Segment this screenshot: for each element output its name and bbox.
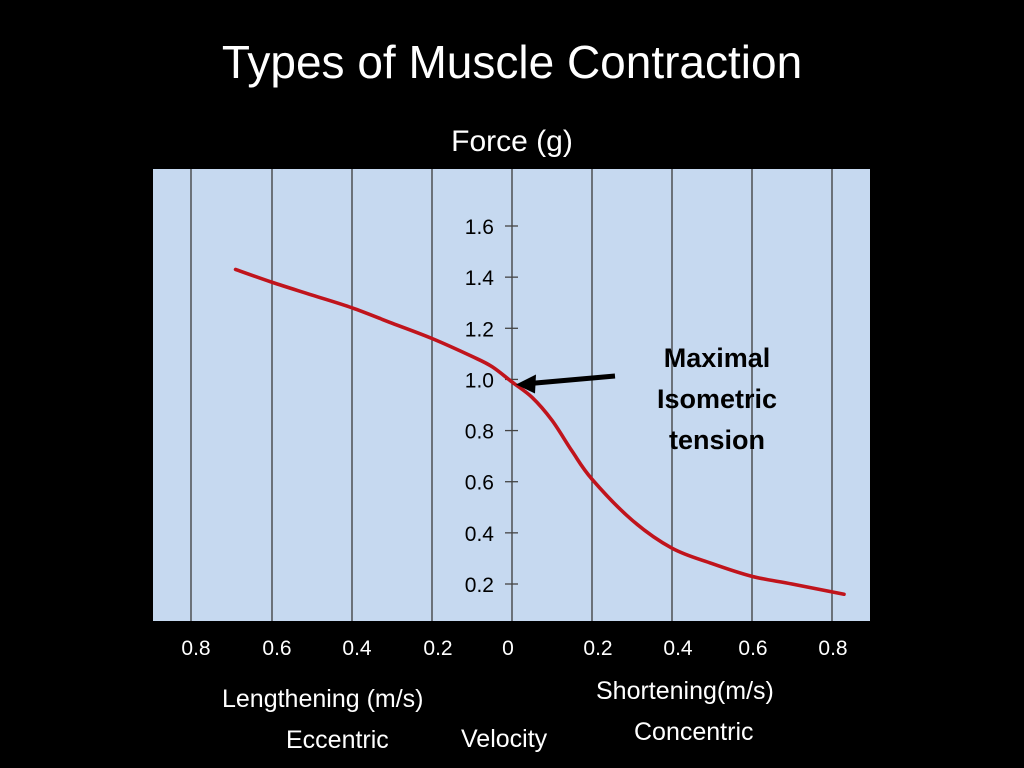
- x-tick-label: 0.6: [738, 637, 767, 660]
- annotation-maximal-isometric-tension: Maximal Isometric tension: [628, 338, 806, 461]
- shortening-label: Shortening(m/s): [596, 677, 774, 705]
- force-velocity-curve: [233, 267, 846, 597]
- y-tick-label: 1.4: [465, 267, 495, 290]
- annotation-line: tension: [668, 425, 765, 455]
- y-tick-label: 0.2: [465, 574, 494, 597]
- annotation-arrow-shaft: [529, 373, 616, 387]
- eccentric-label: Eccentric: [286, 726, 389, 754]
- y-tick-label: 1.2: [465, 318, 494, 341]
- annotation-line: Isometric: [656, 384, 778, 414]
- y-tick-label: 0.4: [465, 523, 495, 546]
- velocity-label: Velocity: [461, 725, 548, 753]
- x-tick-label: 0.4: [342, 637, 372, 660]
- x-tick-label: 0.4: [663, 637, 693, 660]
- slide-title: Types of Muscle Contraction: [221, 36, 803, 88]
- y-tick-label: 1.6: [465, 216, 494, 239]
- concentric-label: Concentric: [634, 718, 754, 746]
- x-tick-label: 0.6: [262, 637, 291, 660]
- lengthening-label: Lengthening (m/s): [222, 685, 424, 713]
- y-tick-label: 0.6: [465, 472, 494, 495]
- y-tick-label: 0.8: [465, 421, 494, 444]
- x-tick-label: 0.2: [583, 637, 612, 660]
- y-axis-label: Force (g): [451, 125, 573, 158]
- x-tick-label: 0.2: [423, 637, 452, 660]
- x-tick-label: 0.8: [181, 637, 210, 660]
- annotation-line: Maximal: [663, 343, 771, 373]
- annotation-arrow-head: [516, 374, 536, 394]
- y-tick-label: 1.0: [465, 369, 494, 392]
- x-tick-label: 0.8: [818, 637, 847, 660]
- x-tick-label: 0: [502, 637, 514, 660]
